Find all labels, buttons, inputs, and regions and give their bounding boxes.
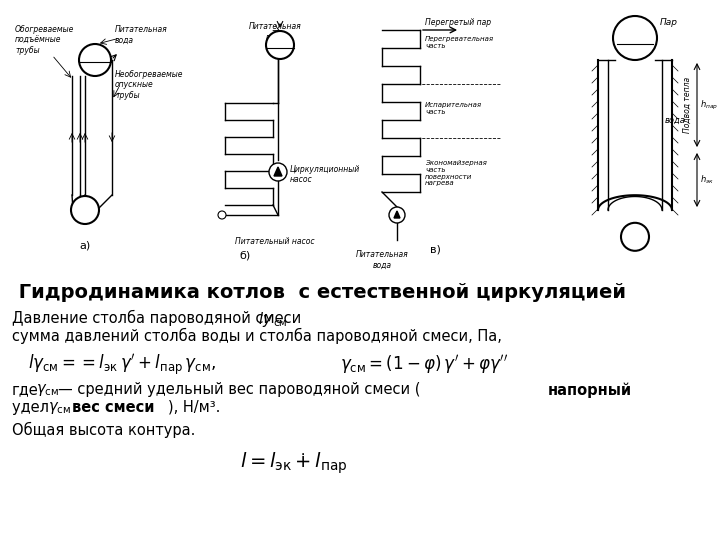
Text: удел: удел xyxy=(12,400,53,415)
Text: $\gamma_{\rm см}$: $\gamma_{\rm см}$ xyxy=(48,400,71,416)
Circle shape xyxy=(621,223,649,251)
Text: а): а) xyxy=(79,240,91,250)
Text: б): б) xyxy=(239,250,251,260)
Text: Необогреваемые
опускные
трубы: Необогреваемые опускные трубы xyxy=(115,70,184,100)
Text: Экономайзерная
часть
поверхности
нагрева: Экономайзерная часть поверхности нагрева xyxy=(425,159,487,186)
Text: $ly$: $ly$ xyxy=(258,310,273,329)
Text: где: где xyxy=(12,382,39,397)
Circle shape xyxy=(218,211,226,219)
Text: Питательный насос: Питательный насос xyxy=(235,237,315,246)
Text: вес смеси: вес смеси xyxy=(72,400,155,415)
Circle shape xyxy=(269,163,287,181)
Text: Питательная
вода: Питательная вода xyxy=(115,25,168,44)
Text: $l\gamma_{\rm см} == l_{\rm эк}\,\gamma^{\prime} + l_{\rm пар}\,\gamma_{\rm см},: $l\gamma_{\rm см} == l_{\rm эк}\,\gamma^… xyxy=(28,353,216,378)
Text: Обогреваемые
подъёмные
трубы: Обогреваемые подъёмные трубы xyxy=(15,25,74,55)
Circle shape xyxy=(613,16,657,60)
Text: сумма давлений столба воды и столба пароводяной смеси, Па,: сумма давлений столба воды и столба паро… xyxy=(12,328,502,344)
Text: вода: вода xyxy=(665,116,686,125)
Text: $\gamma_{\rm см}$: $\gamma_{\rm см}$ xyxy=(36,382,59,398)
Text: $h_{пар}$: $h_{пар}$ xyxy=(700,98,718,112)
Text: Давление столба пароводяной смеси: Давление столба пароводяной смеси xyxy=(12,310,306,326)
Text: Общая высота контура.: Общая высота контура. xyxy=(12,422,195,438)
Text: Перегретый пар: Перегретый пар xyxy=(425,18,491,27)
Text: Испарительная
часть: Испарительная часть xyxy=(425,103,482,116)
Text: Циркуляционный
насос: Циркуляционный насос xyxy=(290,165,360,184)
Text: Перегревательная
часть: Перегревательная часть xyxy=(425,36,494,49)
Text: $\gamma_{\rm см} = (1 - \varphi)\,\gamma^{\prime} + \varphi\gamma^{\prime\prime}: $\gamma_{\rm см} = (1 - \varphi)\,\gamma… xyxy=(340,353,508,376)
Text: в): в) xyxy=(430,245,441,255)
Polygon shape xyxy=(274,167,282,176)
Text: Питательная
вода: Питательная вода xyxy=(356,250,408,269)
Text: напорный: напорный xyxy=(548,382,632,397)
Text: Пар: Пар xyxy=(660,18,678,27)
Circle shape xyxy=(79,44,111,76)
Circle shape xyxy=(266,31,294,59)
Text: $l = l_{\rm эк} \dotplus l_{\rm пар}$: $l = l_{\rm эк} \dotplus l_{\rm пар}$ xyxy=(240,450,348,476)
Text: ), Н/м³.: ), Н/м³. xyxy=(168,400,220,415)
Circle shape xyxy=(389,207,405,223)
Polygon shape xyxy=(394,211,400,218)
Text: Подвод тепла: Подвод тепла xyxy=(683,77,692,133)
Text: Гидродинамика котлов  с естественной циркуляцией: Гидродинамика котлов с естественной цирк… xyxy=(12,283,626,302)
Circle shape xyxy=(71,196,99,224)
Text: — средний удельный вес пароводяной смеси (: — средний удельный вес пароводяной смеси… xyxy=(58,382,420,397)
Text: $h_{эк}$: $h_{эк}$ xyxy=(700,174,714,186)
Text: см: см xyxy=(273,318,287,328)
Text: Питательная
вода: Питательная вода xyxy=(248,22,302,42)
